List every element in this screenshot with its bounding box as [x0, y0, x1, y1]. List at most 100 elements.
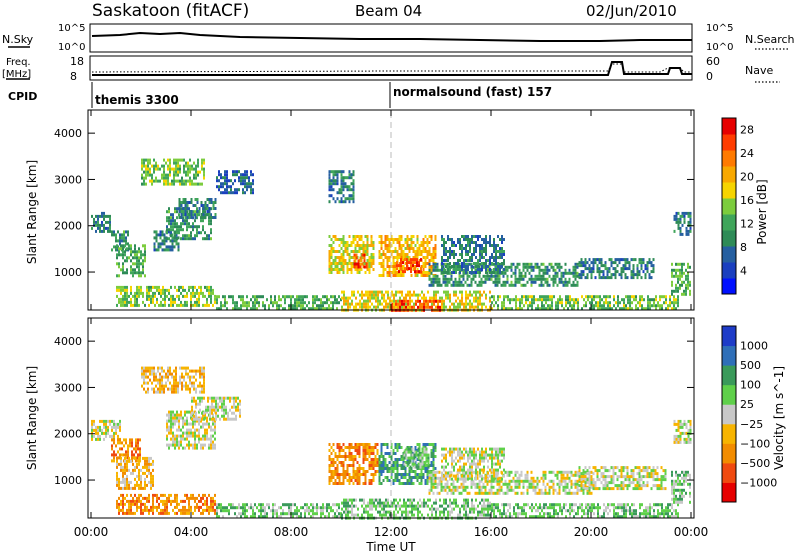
power-cell	[183, 170, 185, 174]
power-cell	[549, 295, 551, 299]
power-cell	[148, 288, 150, 292]
velocity-cell	[354, 443, 357, 446]
velocity-cell	[140, 502, 142, 506]
velocity-cell	[231, 417, 233, 421]
power-cell	[467, 296, 469, 300]
power-cell	[206, 234, 208, 238]
power-cell	[536, 274, 539, 278]
velocity-cell	[229, 417, 231, 421]
velocity-cell	[218, 503, 220, 507]
power-cell	[494, 277, 497, 281]
power-cell	[461, 268, 463, 271]
velocity-cell	[158, 505, 160, 509]
nsearch-label: N.Search	[745, 33, 795, 46]
power-cell	[177, 173, 179, 177]
power-cell	[573, 307, 575, 311]
power-cell	[203, 161, 205, 165]
power-cell	[437, 305, 439, 309]
power-cell	[496, 283, 499, 287]
power-cell	[479, 296, 481, 300]
power-cell	[134, 256, 136, 260]
power-cell	[402, 259, 405, 262]
power-cell	[368, 259, 371, 262]
power-cell	[184, 288, 186, 292]
power-cell	[597, 307, 599, 311]
power-cell	[572, 265, 575, 269]
power-cell	[115, 233, 117, 237]
power-cell	[505, 307, 507, 311]
power-cell	[428, 283, 431, 287]
power-cell	[441, 265, 443, 268]
velocity-cell	[185, 387, 187, 391]
velocity-cell	[372, 479, 375, 482]
velocity-cell	[188, 446, 190, 450]
power-cell	[346, 176, 349, 180]
power-cell	[330, 268, 333, 271]
power-cell	[596, 267, 599, 271]
power-cell	[528, 277, 531, 281]
power-cell	[563, 307, 565, 311]
velocity-cell	[210, 446, 212, 450]
power-cell	[542, 283, 545, 287]
power-cell	[171, 179, 173, 183]
power-cell	[197, 161, 199, 165]
velocity-cell	[372, 461, 375, 464]
velocity-cell	[192, 422, 194, 426]
velocity-cell	[362, 467, 365, 470]
power-cell	[350, 250, 353, 253]
velocity-cell	[340, 446, 343, 449]
power-cell	[157, 245, 160, 249]
velocity-cell	[394, 467, 397, 470]
velocity-cell	[198, 410, 200, 414]
power-cell	[154, 285, 156, 289]
power-cell	[234, 188, 236, 192]
velocity-cell	[172, 425, 174, 429]
velocity-cell	[231, 405, 233, 409]
power-cell	[156, 297, 158, 301]
power-cell	[142, 265, 144, 269]
power-cell	[254, 304, 256, 308]
power-cell	[479, 302, 481, 306]
power-cell	[210, 228, 212, 232]
velocity-cell	[227, 396, 229, 400]
power-cell	[646, 267, 649, 271]
velocity-cell	[292, 503, 294, 507]
velocity-cell	[376, 452, 379, 455]
power-cell	[224, 179, 226, 183]
velocity-cell	[212, 446, 214, 450]
velocity-cell	[386, 446, 389, 449]
power-cell	[204, 303, 206, 307]
power-cell	[346, 241, 349, 244]
power-cell	[677, 304, 679, 308]
power-cell	[629, 301, 631, 305]
power-cell	[166, 228, 168, 232]
power-cell	[574, 271, 577, 275]
velocity-cell	[233, 405, 235, 409]
power-cell	[402, 256, 405, 259]
power-cell	[389, 296, 391, 300]
power-cell	[479, 268, 481, 271]
power-cell	[380, 247, 383, 250]
power-cell	[584, 276, 587, 280]
power-cell	[202, 204, 205, 207]
power-cell	[196, 297, 198, 301]
power-cell	[344, 200, 347, 204]
velocity-cell	[167, 372, 169, 376]
power-cell	[142, 244, 144, 248]
velocity-cell	[143, 387, 145, 391]
velocity-cell	[193, 375, 195, 379]
velocity-cell	[202, 493, 204, 497]
power-cell	[627, 307, 629, 311]
power-cell	[607, 295, 609, 299]
power-cell	[499, 256, 501, 259]
velocity-cell	[354, 470, 357, 473]
power-cell	[346, 247, 349, 250]
power-cell	[340, 238, 343, 241]
velocity-cell	[332, 509, 334, 513]
power-cell	[182, 237, 184, 241]
power-cell	[615, 301, 617, 305]
power-cell	[485, 296, 487, 300]
velocity-cell	[146, 465, 148, 469]
power-cell	[177, 248, 180, 252]
power-cell	[408, 261, 410, 265]
